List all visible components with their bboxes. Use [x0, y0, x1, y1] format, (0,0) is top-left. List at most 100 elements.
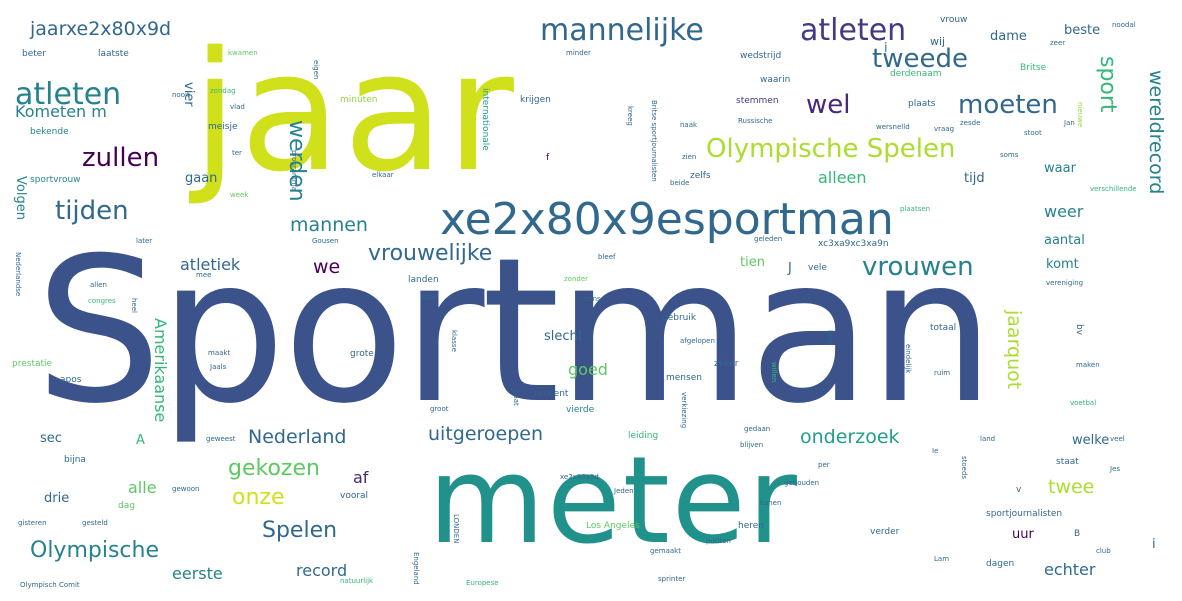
word-ruim: ruim [934, 369, 951, 377]
word-europese: Europese [466, 579, 499, 587]
word-vraag: vraag [934, 125, 955, 133]
word-meter: meter [428, 432, 799, 571]
word-vrouwelijke: vrouwelijke [368, 241, 493, 266]
word-gebouden: gebouden [784, 479, 820, 487]
word-gaat: gaat [512, 390, 520, 406]
word-russische: Russische [738, 117, 773, 125]
word-wersnelld: wersnelld [876, 123, 910, 131]
word-gebruik: gebruik [662, 313, 697, 323]
word-soms: soms [1000, 151, 1019, 159]
word-voetbal: voetbal [1070, 399, 1097, 407]
word-sportjournalisten: sportjournalisten [986, 509, 1063, 519]
word-eigen: eigen [312, 60, 320, 80]
word-olympisch-comit: Olympisch Comit [20, 581, 80, 589]
word-nederland: Nederland [248, 426, 347, 448]
word-internationale: internationale [480, 88, 490, 151]
word-later: later [136, 237, 153, 245]
word-beter: beter [22, 49, 47, 59]
word-wereldrecord: wereldrecord [1145, 70, 1167, 195]
word-groot: groot [430, 405, 449, 413]
word-procent: procent [534, 389, 569, 399]
word-tweede: tweede [872, 44, 968, 74]
word-kanen: kanen [760, 499, 782, 507]
word-per: per [818, 461, 830, 469]
word-mannen: mannen [290, 214, 368, 236]
word-alle: alle [128, 478, 157, 497]
word-onze-small: onze [420, 293, 437, 301]
word-gesteld: gesteld [82, 519, 108, 527]
word-laatste: laatste [98, 49, 129, 59]
word-jaals: Jaals [210, 363, 227, 371]
word-atleten-top: atleten [800, 13, 907, 48]
word-beide: beide [670, 179, 690, 187]
word-eerste: eerste [172, 564, 223, 583]
word-britse-sportjournalisten: Britse sportjournalisten [650, 100, 658, 182]
word-vier: vier [181, 82, 196, 107]
word-jeden: Jeden [614, 487, 634, 495]
word-i-top: i [884, 41, 888, 56]
word-aantal: aantal [1044, 233, 1085, 248]
word-heren: heren [738, 521, 764, 531]
word-b: B [1074, 529, 1081, 539]
word-maken: maken [1076, 361, 1100, 369]
word-naak: naak [680, 121, 698, 129]
word-vlad: vlad [230, 103, 245, 111]
word-j: J [788, 261, 792, 276]
word-waarin: waarin [760, 75, 791, 85]
word-maakt: maakt [208, 349, 231, 357]
word-grote: grote [350, 349, 374, 359]
word-verkiezing: verkiezing [680, 392, 688, 429]
word-alleen: alleen [818, 168, 867, 187]
word-zeker: zeker [714, 359, 739, 369]
word-leiding: leiding [628, 431, 659, 441]
word-uitgeroepen: uitgeroepen [428, 423, 544, 445]
word-olympische: Olympische [30, 538, 159, 563]
word-record: record [296, 561, 348, 580]
word-v: v [1016, 485, 1022, 495]
word-geleden: geleden [754, 235, 783, 243]
word-meisje: meisje [208, 122, 238, 132]
word-onze: onze [232, 485, 285, 510]
word-ie: Ie [932, 447, 939, 455]
word-af: af [353, 468, 369, 487]
word-gekozen: gekozen [228, 456, 320, 481]
word-uur: uur [1012, 527, 1034, 542]
word-jaar: jaar [192, 16, 516, 208]
word-gisteren: gisteren [18, 519, 47, 527]
word-londen: LONDEN [452, 514, 460, 544]
word-olympische-spelen: Olympische Spelen [706, 134, 956, 164]
word-stemmen: stemmen [736, 96, 779, 106]
word-klasse: klasse [450, 330, 458, 352]
word-dame: dame [990, 29, 1027, 44]
word-veel: veel [1110, 435, 1125, 443]
word-noodal: noodal [1112, 21, 1136, 29]
word-landen: landen [408, 275, 439, 285]
word-vele: vele [808, 263, 827, 273]
word-stoeds: stoeds [960, 456, 968, 480]
word-jaarxe2x80x9d: jaarxe2x80x9d [30, 18, 172, 40]
word-kometen: Kometen m [15, 102, 107, 121]
word-zien: zien [682, 153, 697, 161]
word-atletiek: atletiek [180, 255, 241, 274]
word-vrouwen: vrouwen [862, 252, 974, 282]
word-ter: ter [232, 149, 242, 157]
word-jan: Jan [1064, 119, 1075, 127]
word-apos: apos [60, 375, 82, 385]
word-gemaakt: gemaakt [650, 547, 681, 555]
word-land: land [980, 435, 996, 443]
word-zelfs: zelfs [690, 171, 711, 181]
word-bv: bv [1074, 324, 1084, 336]
word-lang: lang [826, 330, 834, 346]
word-vierde: vierde [566, 405, 595, 415]
word-verder: verder [870, 527, 900, 537]
word-nederlandse: Nederlandse [14, 252, 22, 297]
word-f: f [546, 153, 550, 163]
word-natuurlijk: natuurlijk [340, 577, 374, 585]
word-echter: echter [1044, 560, 1096, 579]
word-zesde: zesde [960, 119, 981, 127]
word-sportman: Sportman [35, 215, 995, 448]
word-waar: waar [1044, 161, 1076, 176]
word-mensen: mensen [666, 373, 702, 383]
word-wedstrijd: wedstrijd [740, 51, 782, 61]
